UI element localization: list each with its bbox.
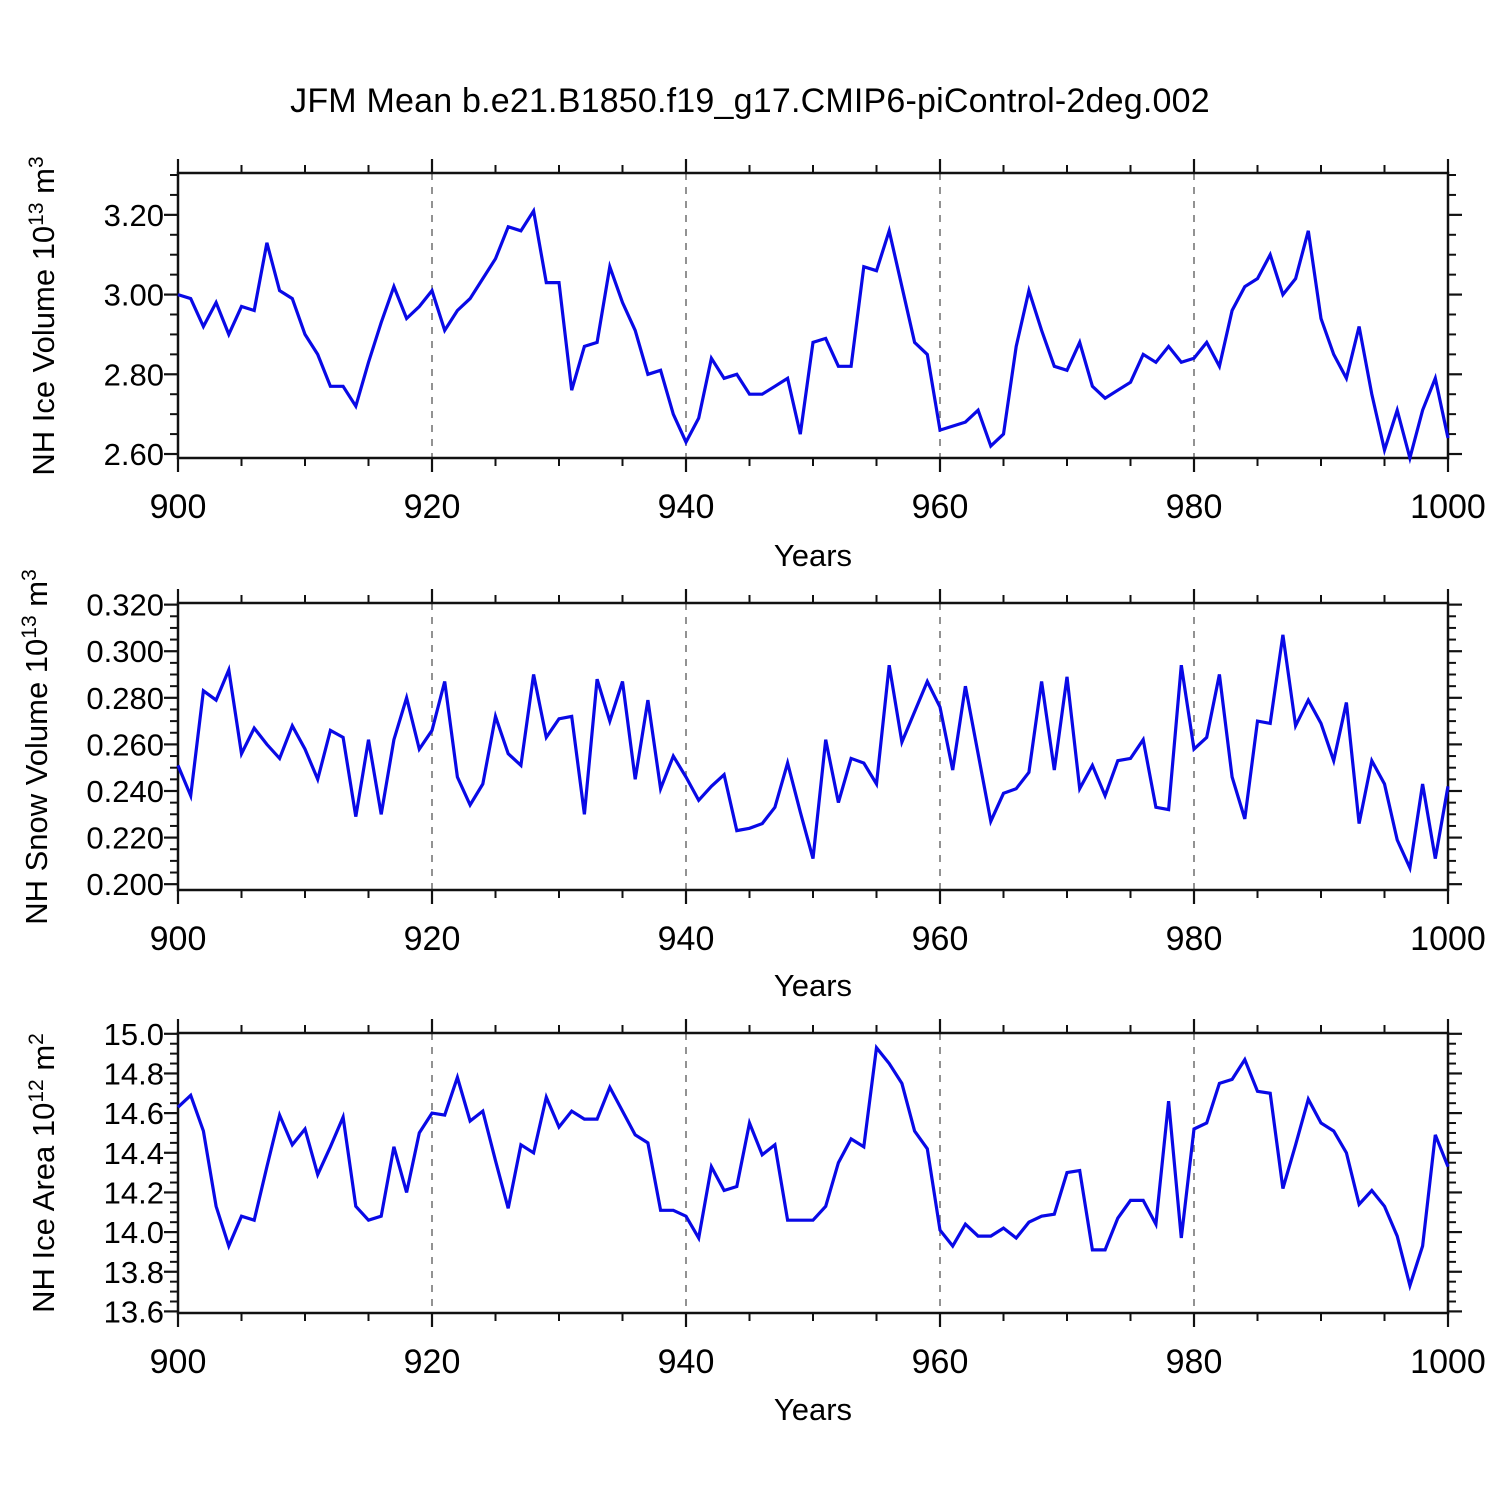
y-tick-label: 0.320	[86, 588, 164, 623]
y-axis-title-exponent: 12	[25, 1079, 48, 1103]
x-tick-label: 980	[1166, 920, 1223, 958]
data-series-line	[176, 1043, 1450, 1292]
plot-frame	[176, 171, 1450, 460]
x-tick-label: 920	[404, 1343, 461, 1381]
y-axis-title-ice-volume: NH Ice Volume 1013 m3	[16, 86, 61, 546]
y-axis-title-snow-volume: NH Snow Volume 1013 m3	[9, 517, 54, 977]
x-tick-label: 960	[912, 488, 969, 526]
y-tick-label: 14.6	[104, 1096, 164, 1131]
x-axis-title-panel-2: Years	[773, 968, 853, 1003]
y-tick-label: 0.300	[86, 634, 164, 669]
x-tick-label: 1000	[1410, 920, 1486, 958]
y-tick-label: 14.8	[104, 1056, 164, 1091]
x-tick-label: 900	[150, 1343, 207, 1381]
y-tick-label: 14.2	[104, 1175, 164, 1210]
y-axis-title-ice-area: NH Ice Area 1012 m2	[16, 943, 61, 1403]
y-axis-title-text: NH Snow Volume 10	[19, 638, 54, 925]
x-axis-title-panel-1: Years	[773, 538, 853, 573]
y-tick-label: 3.20	[104, 198, 164, 233]
y-axis-title-unit-exponent: 3	[25, 156, 48, 169]
y-axis-title-unit: m	[26, 168, 61, 203]
x-tick-label: 980	[1166, 1343, 1223, 1381]
x-axis-title-panel-3: Years	[773, 1392, 853, 1427]
data-series-line	[177, 206, 1450, 465]
y-axis-title-unit-exponent: 2	[25, 1033, 48, 1045]
y-tick-label: 0.200	[86, 867, 164, 902]
y-tick-label: 13.8	[104, 1255, 164, 1290]
y-tick-label: 13.6	[104, 1294, 164, 1329]
y-axis-title-text: NH Ice Area 10	[26, 1102, 61, 1313]
x-tick-label: 1000	[1410, 1343, 1486, 1381]
plot-frame	[176, 1031, 1450, 1315]
y-tick-label: 14.0	[104, 1215, 164, 1250]
x-tick-label: 1000	[1410, 488, 1486, 526]
data-series-line	[176, 634, 1450, 874]
y-axis-title-text: NH Ice Volume 10	[26, 225, 61, 476]
y-axis-title-exponent: 13	[25, 202, 48, 226]
y-tick-label: 2.80	[104, 357, 164, 392]
x-tick-label: 920	[404, 488, 461, 526]
y-tick-label: 14.4	[104, 1136, 164, 1171]
x-tick-label: 900	[150, 488, 207, 526]
figure-title: JFM Mean b.e21.B1850.f19_g17.CMIP6-piCon…	[290, 82, 1210, 120]
y-tick-label: 15.0	[104, 1017, 164, 1052]
x-tick-label: 960	[912, 920, 969, 958]
x-tick-label: 900	[150, 920, 207, 958]
x-tick-label: 940	[658, 488, 715, 526]
y-tick-label: 0.240	[86, 774, 164, 809]
y-axis-title-unit: m	[19, 580, 54, 616]
y-tick-label: 0.260	[86, 727, 164, 762]
x-tick-label: 920	[404, 920, 461, 958]
y-axis-title-unit-exponent: 3	[18, 569, 41, 581]
x-tick-label: 940	[658, 920, 715, 958]
x-tick-label: 980	[1166, 488, 1223, 526]
x-tick-label: 940	[658, 1343, 715, 1381]
y-tick-label: 0.220	[86, 821, 164, 856]
x-tick-label: 960	[912, 1343, 969, 1381]
y-axis-title-exponent: 13	[18, 615, 41, 639]
y-tick-label: 0.280	[86, 681, 164, 716]
y-tick-label: 2.60	[104, 437, 164, 472]
y-axis-title-unit: m	[26, 1044, 61, 1080]
y-tick-label: 3.00	[104, 278, 164, 313]
